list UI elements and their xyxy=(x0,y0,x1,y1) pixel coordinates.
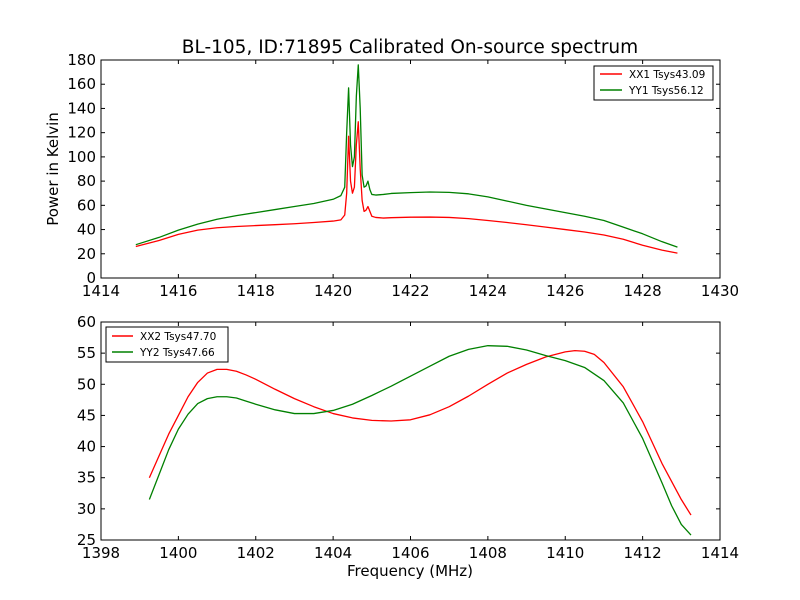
top-chart-title: BL-105, ID:71895 Calibrated On-source sp… xyxy=(182,37,638,58)
bottom-chart: Frequency (MHz) 1398 1400 1402 1404 1406 1408… xyxy=(77,313,739,580)
top-chart: BL-105, ID:71895 Calibrated On-source sp… xyxy=(44,37,739,300)
bottom-legend: XX2 Tsys47.70 YY2 Tsys47.66 xyxy=(105,326,229,363)
bottom-xtick-label: 1402 xyxy=(237,544,275,562)
top-legend-label-xx1: XX1 Tsys43.09 xyxy=(629,69,705,81)
bottom-xtick-label: 1400 xyxy=(159,544,197,562)
bottom-ytick-label: 25 xyxy=(77,531,96,549)
bottom-ytick-label: 50 xyxy=(77,375,96,393)
top-xtick-label: 1414 xyxy=(82,282,120,300)
bottom-ytick-label: 55 xyxy=(77,344,96,362)
top-xtick-label: 1424 xyxy=(469,282,507,300)
bottom-legend-box xyxy=(105,326,229,363)
top-ytick-label: 180 xyxy=(67,51,96,69)
bottom-ytick-label: 45 xyxy=(77,406,96,424)
top-ytick-label: 40 xyxy=(77,221,96,239)
bottom-ytick-label: 30 xyxy=(77,500,96,518)
top-plot-area: 1414 1416 1418 1420 1422 1424 1426 1428 1430 0 20 4… xyxy=(67,51,739,300)
bottom-ytick-label: 35 xyxy=(77,469,96,487)
bottom-series-line-2 xyxy=(148,345,692,536)
top-series-line-1 xyxy=(135,121,678,254)
bottom-chart-xlabel: Frequency (MHz) xyxy=(347,562,473,580)
top-series-line-2 xyxy=(135,64,678,248)
top-xtick-label: 1422 xyxy=(391,282,429,300)
top-ytick-label: 0 xyxy=(86,269,96,287)
bottom-xtick-label: 1404 xyxy=(314,544,352,562)
bottom-xtick-label: 1398 xyxy=(82,544,120,562)
top-ytick-label: 120 xyxy=(67,124,96,142)
bottom-ytick-label: 60 xyxy=(77,313,96,331)
top-xtick-label: 1430 xyxy=(701,282,739,300)
top-ytick-label: 140 xyxy=(67,99,96,117)
top-ytick-label: 100 xyxy=(67,148,96,166)
bottom-xtick-label: 1410 xyxy=(546,544,584,562)
bottom-ytick-label: 40 xyxy=(77,438,96,456)
top-legend: XX1 Tsys43.09 YY1 Tsys56.12 xyxy=(593,65,714,101)
bottom-xtick-label: 1412 xyxy=(624,544,662,562)
top-xtick-label: 1416 xyxy=(159,282,197,300)
bottom-legend-label-yy2: YY2 Tsys47.66 xyxy=(139,347,215,359)
bottom-xtick-label: 1414 xyxy=(701,544,739,562)
top-legend-box xyxy=(593,65,714,101)
top-chart-ylabel: Power in Kelvin xyxy=(44,112,62,226)
top-xtick-label: 1428 xyxy=(624,282,662,300)
bottom-legend-label-xx2: XX2 Tsys47.70 xyxy=(140,331,216,343)
top-xtick-label: 1426 xyxy=(546,282,584,300)
top-xtick-label: 1418 xyxy=(237,282,275,300)
top-xtick-label: 1420 xyxy=(314,282,352,300)
bottom-series-line-1 xyxy=(148,349,692,516)
bottom-xtick-label: 1406 xyxy=(391,544,429,562)
bottom-xtick-label: 1408 xyxy=(469,544,507,562)
top-ytick-label: 60 xyxy=(77,196,96,214)
bottom-plot-area: 1398 1400 1402 1404 1406 1408 1410 1412 1414 25 30… xyxy=(77,313,739,562)
top-ytick-label: 20 xyxy=(77,245,96,263)
top-ytick-label: 160 xyxy=(67,75,96,93)
top-legend-label-yy1: YY1 Tsys56.12 xyxy=(628,85,704,97)
top-ytick-label: 80 xyxy=(77,172,96,190)
